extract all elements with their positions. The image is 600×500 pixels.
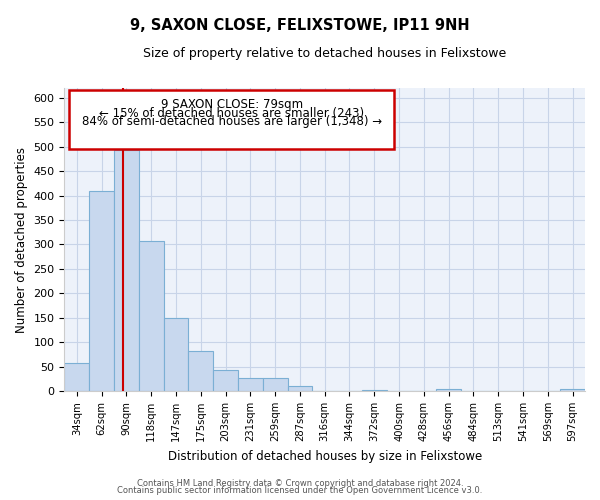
Bar: [436, 388, 461, 391]
Bar: [362, 390, 386, 391]
Y-axis label: Number of detached properties: Number of detached properties: [15, 146, 28, 332]
Bar: [139, 241, 164, 391]
Bar: [213, 370, 238, 391]
Bar: [560, 388, 585, 391]
Bar: [64, 363, 89, 391]
Title: Size of property relative to detached houses in Felixstowe: Size of property relative to detached ho…: [143, 48, 506, 60]
X-axis label: Distribution of detached houses by size in Felixstowe: Distribution of detached houses by size …: [167, 450, 482, 462]
Bar: [89, 190, 114, 391]
Bar: [164, 318, 188, 391]
Bar: [114, 150, 139, 391]
Bar: [263, 378, 287, 391]
Text: Contains HM Land Registry data © Crown copyright and database right 2024.: Contains HM Land Registry data © Crown c…: [137, 478, 463, 488]
Text: ← 15% of detached houses are smaller (243): ← 15% of detached houses are smaller (24…: [99, 106, 364, 120]
Text: Contains public sector information licensed under the Open Government Licence v3: Contains public sector information licen…: [118, 486, 482, 495]
Text: 9 SAXON CLOSE: 79sqm: 9 SAXON CLOSE: 79sqm: [161, 98, 303, 111]
Text: 9, SAXON CLOSE, FELIXSTOWE, IP11 9NH: 9, SAXON CLOSE, FELIXSTOWE, IP11 9NH: [130, 18, 470, 32]
Bar: [188, 351, 213, 391]
Text: 84% of semi-detached houses are larger (1,348) →: 84% of semi-detached houses are larger (…: [82, 116, 382, 128]
Bar: [238, 378, 263, 391]
Bar: [287, 386, 313, 391]
FancyBboxPatch shape: [70, 90, 394, 149]
